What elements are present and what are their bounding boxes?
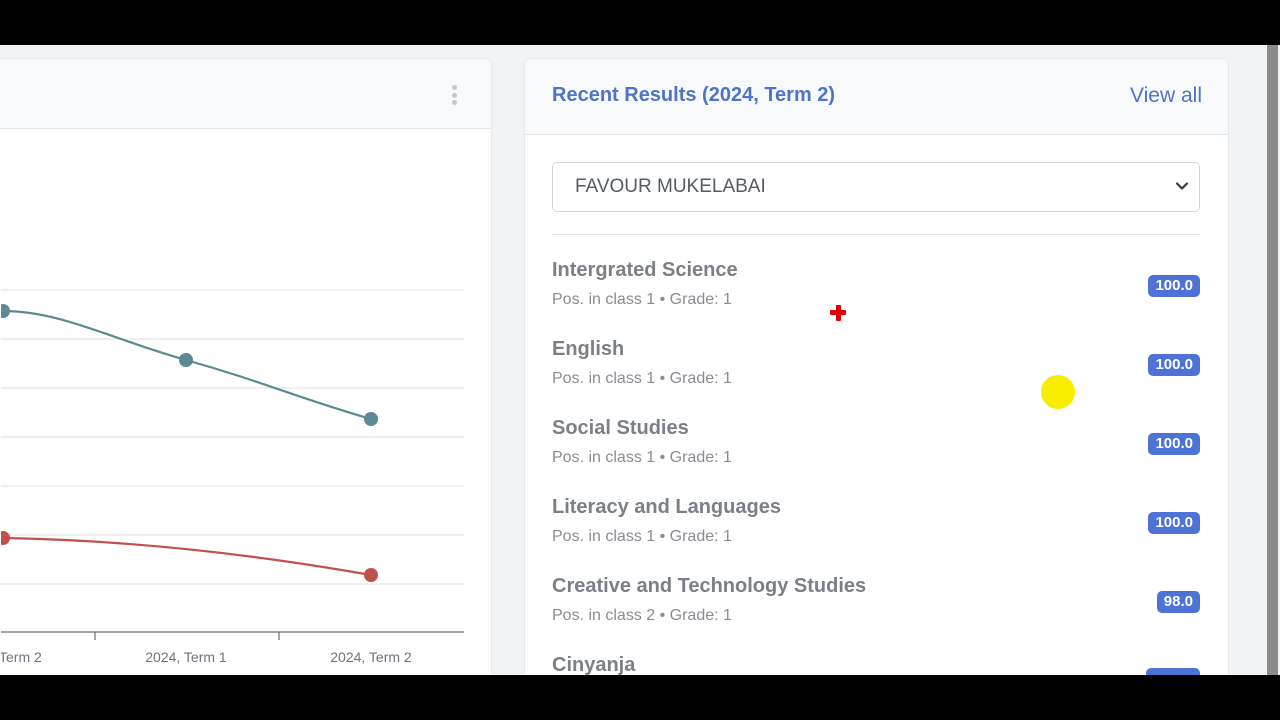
page-scrollbar[interactable] xyxy=(1264,45,1280,675)
student-select-value: FAVOUR MUKELABAI xyxy=(575,176,766,197)
results-card-header: Recent Results (2024, Term 2) View all xyxy=(525,59,1228,135)
series-1-point xyxy=(364,412,378,426)
subject-name: Literacy and Languages xyxy=(552,496,781,518)
cursor-crosshair-icon xyxy=(830,305,846,321)
result-item[interactable]: Cinyanja xyxy=(552,654,1200,675)
recent-results-card: Recent Results (2024, Term 2) View all F… xyxy=(524,58,1229,675)
chevron-down-icon xyxy=(1175,182,1189,190)
student-select[interactable]: FAVOUR MUKELABAI xyxy=(552,162,1200,212)
score-badge: 100.0 xyxy=(1148,354,1200,376)
result-item[interactable]: Intergrated Science Pos. in class 1 • Gr… xyxy=(552,259,1200,338)
result-item[interactable]: Social Studies Pos. in class 1 • Grade: … xyxy=(552,417,1200,496)
view-all-link[interactable]: View all xyxy=(1130,84,1202,107)
page-viewport: Term 2 2024, Term 1 2024, Term 2 Recent … xyxy=(0,45,1280,675)
series-2-point xyxy=(1,531,10,545)
subject-meta: Pos. in class 1 • Grade: 1 xyxy=(552,449,732,466)
score-badge: 100.0 xyxy=(1148,433,1200,455)
series-2-line xyxy=(2,536,372,577)
chart-card-header xyxy=(0,59,491,129)
subject-name: Social Studies xyxy=(552,417,689,439)
score-badge: 100.0 xyxy=(1148,275,1200,297)
subject-meta: Pos. in class 1 • Grade: 1 xyxy=(552,370,732,387)
subject-meta: Pos. in class 1 • Grade: 1 xyxy=(552,291,732,308)
x-tick-label: Term 2 xyxy=(1,649,42,665)
subject-name: English xyxy=(552,338,625,360)
divider xyxy=(552,234,1200,235)
result-item[interactable]: English Pos. in class 1 • Grade: 1 100.0 xyxy=(552,338,1200,417)
score-badge xyxy=(1146,668,1200,675)
subject-meta: Pos. in class 1 • Grade: 1 xyxy=(552,528,732,545)
x-tick-label: 2024, Term 1 xyxy=(145,649,227,665)
line-chart: Term 2 2024, Term 1 2024, Term 2 xyxy=(1,289,464,665)
results-list: Intergrated Science Pos. in class 1 • Gr… xyxy=(552,259,1200,675)
score-badge: 100.0 xyxy=(1148,512,1200,534)
result-item[interactable]: Literacy and Languages Pos. in class 1 •… xyxy=(552,496,1200,575)
series-2-point xyxy=(364,568,378,582)
performance-chart-card: Term 2 2024, Term 1 2024, Term 2 xyxy=(0,58,492,675)
subject-name: Creative and Technology Studies xyxy=(552,575,867,597)
subject-meta: Pos. in class 2 • Grade: 1 xyxy=(552,607,732,624)
subject-name: Cinyanja xyxy=(552,654,636,675)
chart-gridlines xyxy=(1,289,464,585)
kebab-menu-icon[interactable] xyxy=(451,85,457,105)
series-1-point xyxy=(179,353,193,367)
result-item[interactable]: Creative and Technology Studies Pos. in … xyxy=(552,575,1200,654)
click-highlight-icon xyxy=(1041,375,1075,409)
x-tick-label: 2024, Term 2 xyxy=(330,649,412,665)
series-1-point xyxy=(1,304,10,318)
scrollbar-thumb[interactable] xyxy=(1267,45,1278,675)
subject-name: Intergrated Science xyxy=(552,259,738,281)
results-title: Recent Results (2024, Term 2) xyxy=(552,84,836,106)
score-badge: 98.0 xyxy=(1156,591,1200,613)
